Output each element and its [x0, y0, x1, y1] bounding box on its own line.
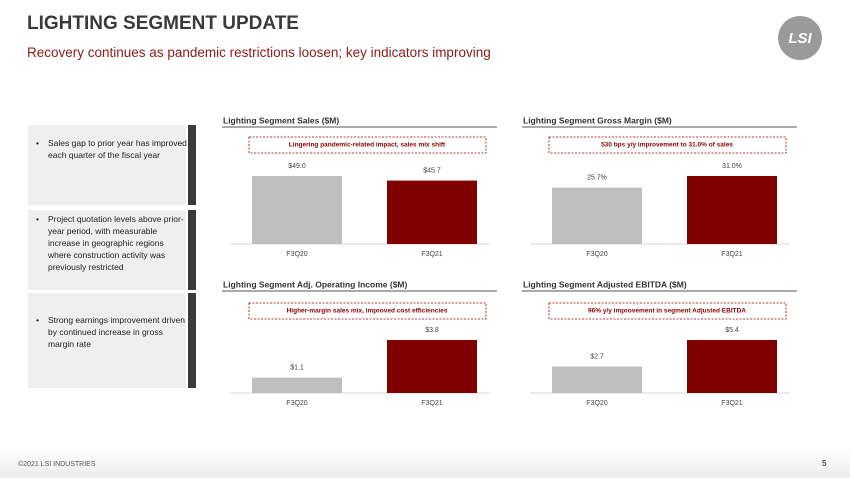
bar — [552, 187, 642, 244]
category-label: F3Q20 — [586, 400, 608, 407]
annotation: 530 bps y/y improvement to 31.0% of sale… — [601, 142, 733, 149]
chart-title: Lighting Segment Adj. Operating Income (… — [223, 279, 407, 289]
bullet: Sales gap to prior year has improved eac… — [36, 137, 188, 161]
value-label: $2.7 — [590, 353, 604, 360]
bullet: Strong earnings improvement driven by co… — [36, 314, 188, 350]
value-label: 25.7% — [587, 174, 607, 181]
chart-title: Lighting Segment Gross Margin ($M) — [523, 115, 672, 125]
category-label: F3Q20 — [286, 400, 308, 407]
category-label: F3Q21 — [421, 251, 443, 258]
value-label: $3.8 — [425, 327, 439, 334]
footer-band — [0, 448, 850, 478]
annotation-box — [548, 302, 787, 320]
annotation: Higher-margin sales mix, improved cost e… — [287, 308, 448, 315]
value-label: $1.1 — [290, 365, 304, 372]
chart-title: Lighting Segment Sales ($M) — [223, 115, 339, 125]
value-label: $45.7 — [423, 167, 441, 174]
bar — [252, 176, 342, 244]
category-label: F3Q21 — [421, 400, 443, 407]
bar — [687, 340, 777, 393]
value-label: $49.0 — [288, 163, 306, 170]
annotation-box — [248, 136, 487, 154]
page-number: 5 — [822, 459, 827, 468]
category-label: F3Q21 — [721, 400, 743, 407]
panel-accent — [188, 210, 196, 290]
bullet: Project quotation levels above prior-yea… — [36, 213, 188, 273]
bar — [552, 366, 642, 393]
bar — [387, 180, 477, 244]
annotation: Lingering pandemic-related impact, sales… — [289, 142, 446, 149]
panel-accent — [188, 125, 196, 205]
bar — [687, 176, 777, 244]
slide-subtitle: Recovery continues as pandemic restricti… — [27, 45, 491, 60]
logo-circle — [778, 16, 822, 60]
category-label: F3Q20 — [286, 251, 308, 258]
bar — [387, 340, 477, 393]
category-label: F3Q21 — [721, 251, 743, 258]
chart-title: Lighting Segment Adjusted EBITDA ($M) — [523, 279, 687, 289]
annotation-box — [248, 302, 487, 320]
logo: LSI — [788, 30, 812, 47]
annotation-box — [548, 136, 787, 154]
slide-title: LIGHTING SEGMENT UPDATE — [27, 13, 299, 34]
panel-accent — [188, 293, 196, 388]
annotation: 96% y/y improvement in segment Adjusted … — [588, 308, 746, 315]
bar — [252, 377, 342, 393]
copyright: ©2021 LSI INDUSTRIES — [18, 460, 96, 468]
value-label: $5.4 — [725, 327, 739, 334]
category-label: F3Q20 — [586, 251, 608, 258]
value-label: 31.0% — [722, 163, 742, 170]
